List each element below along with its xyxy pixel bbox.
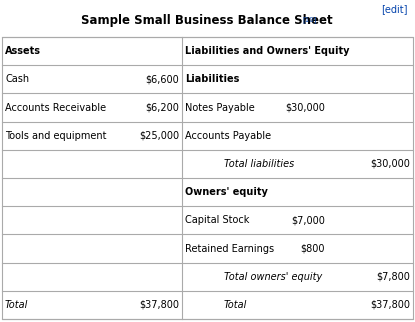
Text: Total: Total: [5, 300, 28, 310]
Text: Total liabilities: Total liabilities: [224, 159, 294, 169]
Text: Cash: Cash: [5, 74, 29, 84]
Text: Sample Small Business Balance Sheet: Sample Small Business Balance Sheet: [81, 14, 333, 27]
Text: Capital Stock: Capital Stock: [185, 215, 249, 225]
Text: Liabilities and Owners' Equity: Liabilities and Owners' Equity: [185, 46, 349, 56]
Text: $25,000: $25,000: [139, 131, 179, 141]
Text: $30,000: $30,000: [370, 159, 410, 169]
Text: Retained Earnings: Retained Earnings: [185, 243, 274, 253]
Text: [10]: [10]: [302, 16, 317, 23]
Text: $7,000: $7,000: [291, 215, 325, 225]
Text: $7,800: $7,800: [376, 272, 410, 282]
Text: Total: Total: [224, 300, 247, 310]
Text: Accounts Payable: Accounts Payable: [185, 131, 271, 141]
Text: [edit]: [edit]: [381, 4, 408, 14]
Text: Tools and equipment: Tools and equipment: [5, 131, 107, 141]
Text: Owners' equity: Owners' equity: [185, 187, 268, 197]
Text: $37,800: $37,800: [139, 300, 179, 310]
Text: Assets: Assets: [5, 46, 41, 56]
Text: Notes Payable: Notes Payable: [185, 102, 255, 112]
Text: Accounts Receivable: Accounts Receivable: [5, 102, 106, 112]
Text: $6,600: $6,600: [145, 74, 179, 84]
Text: $800: $800: [301, 243, 325, 253]
Text: $30,000: $30,000: [286, 102, 325, 112]
Text: $6,200: $6,200: [145, 102, 179, 112]
Text: $37,800: $37,800: [370, 300, 410, 310]
Text: Liabilities: Liabilities: [185, 74, 239, 84]
Bar: [2, 37, 413, 319]
Text: Total owners' equity: Total owners' equity: [224, 272, 322, 282]
